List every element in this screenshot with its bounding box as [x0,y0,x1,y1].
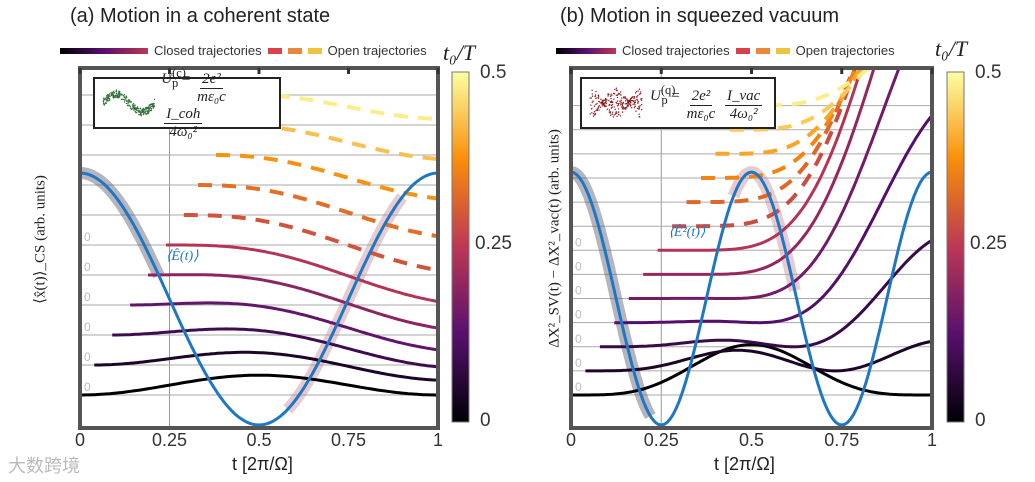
colorbar-tick: 0.5 [975,62,1001,84]
closed-highlight [571,172,650,416]
closed-legend-label: Closed trajectories [622,43,730,58]
formula-sub: p [172,76,178,90]
colorbar-tick: 0.5 [480,62,506,84]
offset-label: 0 [84,260,91,274]
x-tick-label: 0 [75,430,85,450]
closed-legend-swatch [60,48,148,54]
x-tick-label: 0.75 [331,430,366,450]
panel-b-x-axis-label: t [2π/Ω] [714,454,775,475]
denominator: 4ω₀² [169,124,197,141]
panel-a-title: (a) Motion in a coherent state [70,5,330,28]
offset-label: 0 [575,259,582,273]
numerator: I_vac [725,88,762,106]
x-tick-label: 0.75 [824,430,859,450]
closed-legend-swatch [556,48,616,54]
offset-label: 0 [84,290,91,304]
x-tick-label: 0.25 [644,430,679,450]
field-curve [80,173,438,425]
open-trajectory [198,185,438,236]
formula-equals: = [182,71,190,87]
offset-label: 0 [84,320,91,334]
panel-a-legend: Closed trajectories Open trajectories [60,43,427,58]
formula-fraction-2: I_coh 4ω₀² [164,106,202,141]
offset-label: 0 [575,284,582,298]
panel-a-inset: U(c)p = 2e² mε₀c I_coh 4ω₀² [93,77,281,129]
offset-label: 0 [575,356,582,370]
colorbar [947,72,964,422]
panel-b-y-axis-label: ΔX²_SV(t) − ΔX²_vac(t) (arb. units) [547,99,564,379]
field-label: ⟨Ê²(t)⟩ [668,223,705,240]
noisy-squeezed-icon [588,86,644,120]
panel-a-colorbar-label: t₀/T [443,40,475,66]
offset-label: 0 [575,332,582,346]
closed-trajectory [130,303,438,350]
panel-a-y-axis-label: ⟨x̂(t)⟩_CS (arb. units) [31,140,50,340]
closed-trajectory [80,375,438,395]
panel-a-x-axis-label: t [2π/Ω] [232,454,293,475]
closed-trajectory [148,275,438,328]
offset-label: 0 [575,380,582,394]
denominator: mε₀c [687,106,716,123]
field-label: ⟨Ê(t)⟩ [166,247,199,264]
numerator: 2e² [200,71,223,89]
panel-b-inset: U(q)p = 2e² mε₀c I_vac 4ω₀² [580,77,776,129]
offset-label: 0 [84,350,91,364]
closed-legend-label: Closed trajectories [154,43,262,58]
open-legend-swatch-red [268,48,282,54]
offset-label: 0 [575,308,582,322]
watermark: 大数跨境 [8,452,80,478]
open-legend-swatch-yellow [776,48,790,54]
panel-b-legend: Closed trajectories Open trajectories [556,43,895,58]
formula-fraction-2: I_vac 4ω₀² [725,88,762,123]
formula-fraction-1: 2e² mε₀c [687,88,716,123]
denominator: mε₀c [197,89,226,106]
open-legend-swatch-yellow [308,48,322,54]
x-tick-label: 0.25 [152,430,187,450]
offset-label: 0 [84,380,91,394]
formula-sub: p [661,93,667,107]
colorbar-tick: 0.25 [970,233,1007,255]
closed-trajectory [600,240,932,347]
x-tick-label: 0.5 [739,430,764,450]
numerator: I_coh [164,106,202,124]
colorbar [452,72,469,422]
noisy-wave-icon [101,86,155,120]
ponderomotive-formula: U(c)p = 2e² mε₀c I_coh 4ω₀² [161,66,273,141]
formula-equals: = [671,88,679,104]
plot-area [571,0,932,428]
colorbar-tick: 0 [975,410,986,432]
denominator: 4ω₀² [730,106,758,123]
closed-highlight [80,173,159,275]
open-legend-swatch-red [736,48,750,54]
formula-symbol: U [161,71,172,87]
ponderomotive-formula: U(q)p = 2e² mε₀c I_vac 4ω₀² [650,83,765,123]
colorbar-tick: 0 [480,410,491,432]
x-tick-label: 1 [433,430,443,450]
open-legend-label: Open trajectories [796,43,895,58]
x-tick-label: 0 [566,430,576,450]
closed-trajectory [166,245,438,302]
figure-canvas: 0 0 0 0 0 0 ⟨Ê(t)⟩ 0 0.25 0.5 0.75 1 0 0 0 0 0 0 0 ⟨Ê²(t)⟩ 0… [0,0,1035,482]
open-legend-swatch-orange [756,48,770,54]
offset-label: 0 [84,230,91,244]
panel-b-title: (b) Motion in squeezed vacuum [560,5,839,28]
numerator: 2e² [690,88,713,106]
offset-label: 0 [575,235,582,249]
formula-fraction-1: 2e² mε₀c [197,71,226,106]
formula-symbol: U [650,88,661,104]
open-legend-swatch-orange [288,48,302,54]
colorbar-tick: 0.25 [475,233,512,255]
panel-b-colorbar-label: t₀/T [935,36,967,62]
x-tick-label: 0.5 [246,430,271,450]
x-tick-label: 1 [927,430,937,450]
open-legend-label: Open trajectories [328,43,427,58]
open-trajectory [184,215,438,270]
